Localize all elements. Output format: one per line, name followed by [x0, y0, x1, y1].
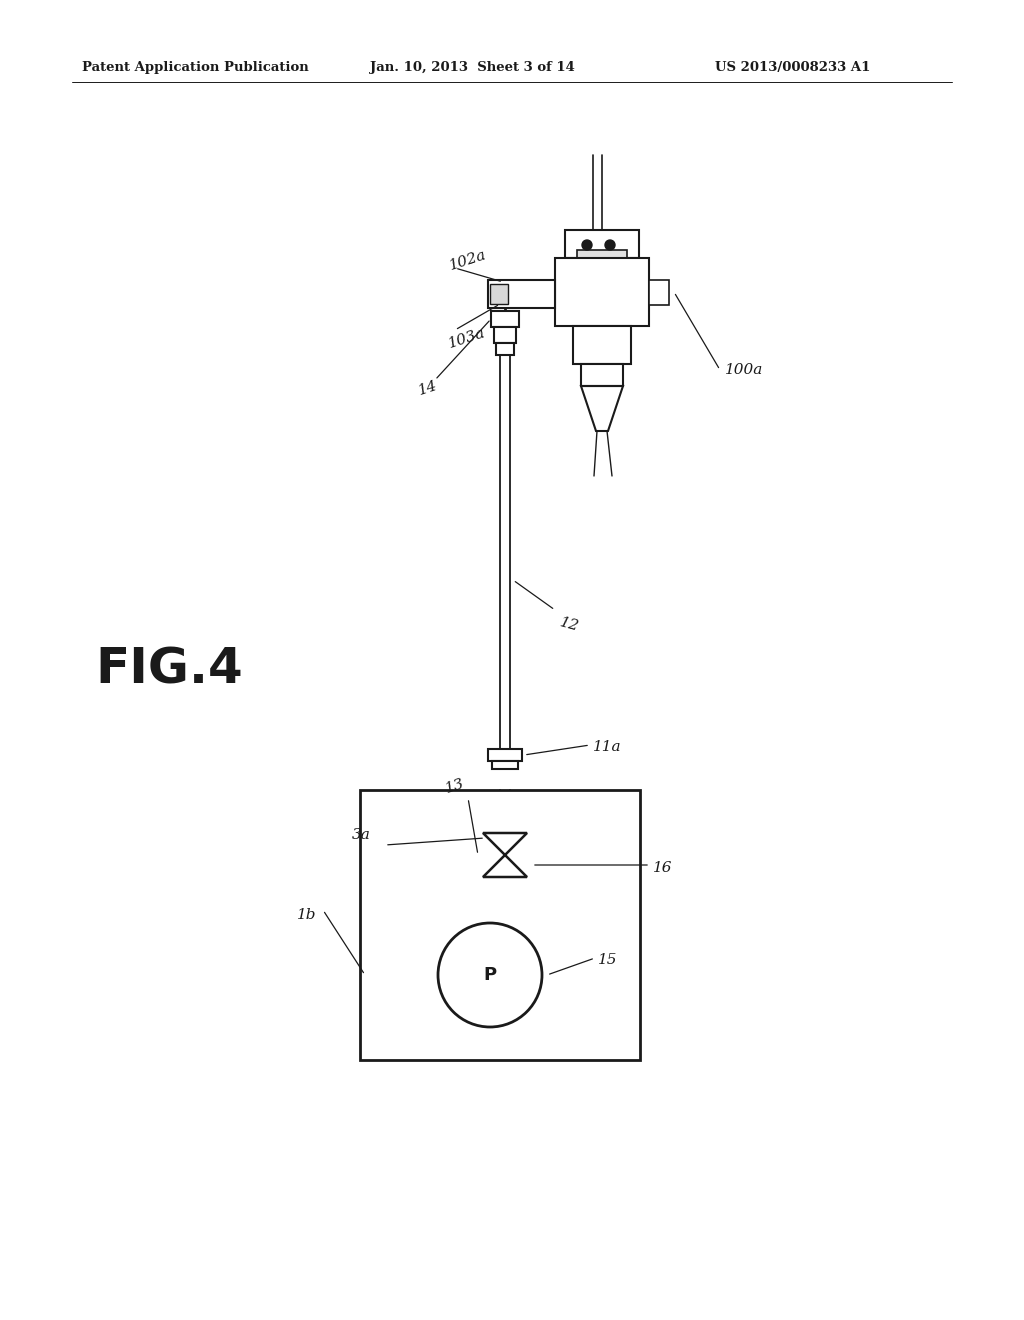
Text: 102a: 102a [449, 247, 488, 273]
Text: 14: 14 [417, 379, 440, 397]
Bar [565, 230, 639, 257]
Text: P: P [483, 966, 497, 983]
Circle shape [582, 240, 592, 249]
Text: 100a: 100a [725, 363, 763, 378]
Text: FIG.4: FIG.4 [95, 645, 243, 694]
Bar [490, 312, 519, 327]
Bar [488, 280, 555, 308]
Text: 12: 12 [558, 615, 581, 634]
Bar [573, 326, 631, 364]
Bar [360, 789, 640, 1060]
Text: 11a: 11a [593, 741, 622, 754]
Text: 16: 16 [653, 861, 673, 875]
Text: Jan. 10, 2013  Sheet 3 of 14: Jan. 10, 2013 Sheet 3 of 14 [370, 62, 574, 74]
Bar [494, 327, 516, 343]
Text: 15: 15 [598, 953, 617, 968]
Bar [492, 762, 518, 770]
Bar [577, 249, 627, 260]
Bar [496, 343, 514, 355]
Text: US 2013/0008233 A1: US 2013/0008233 A1 [715, 62, 870, 74]
Bar [488, 748, 522, 762]
Bar [555, 257, 649, 326]
Text: 1b: 1b [297, 908, 316, 921]
Text: Patent Application Publication: Patent Application Publication [82, 62, 309, 74]
Circle shape [605, 240, 615, 249]
Text: 103a: 103a [447, 326, 487, 351]
Bar [581, 364, 623, 385]
Bar [490, 284, 508, 304]
Text: 13: 13 [444, 776, 467, 796]
Text: 3a: 3a [352, 828, 371, 842]
Bar [649, 280, 669, 305]
